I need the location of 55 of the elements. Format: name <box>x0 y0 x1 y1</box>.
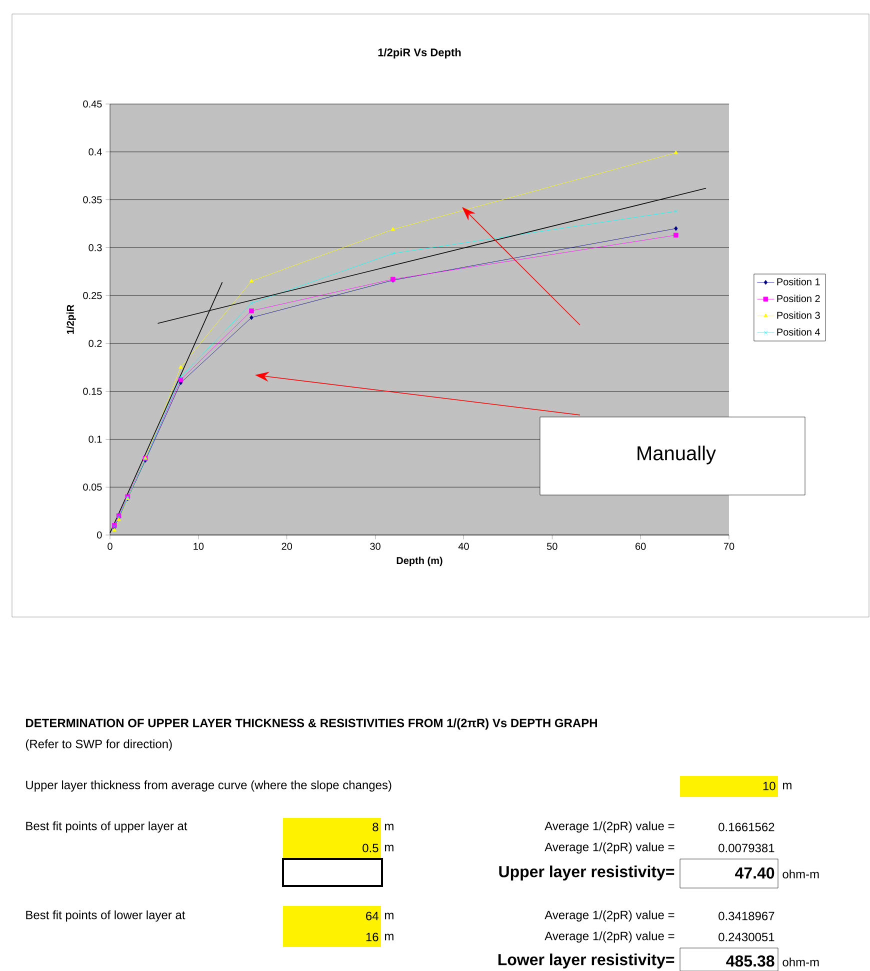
y-tick-label: 0.2 <box>88 340 102 347</box>
text: Average 1/(2pR) value = <box>544 931 674 943</box>
y-tick-label: 0.25 <box>83 292 102 300</box>
x-tick-label: 10 <box>194 542 204 550</box>
text: 8 <box>372 822 378 832</box>
text: (Refer to SWP for direction) <box>26 739 172 751</box>
x-axis-title: Depth (m) <box>396 556 442 566</box>
y-tick-label: 0 <box>97 531 102 539</box>
y-tick-label: 0.4 <box>88 148 102 156</box>
text: 0.5 <box>362 844 378 852</box>
legend-label: Position 2 <box>777 294 820 302</box>
y-tick-label: 0.3 <box>88 244 102 252</box>
text: Best fit points of lower layer at <box>26 910 186 922</box>
text: Average 1/(2pR) value = <box>544 910 674 922</box>
x-tick-label: 0 <box>108 542 112 550</box>
text: m <box>385 824 394 830</box>
legend-label: Position 1 <box>777 278 820 286</box>
text: Upper layer resistivity= <box>499 866 674 880</box>
text: Upper layer thickness from average curve (where the slope changes) <box>26 780 392 792</box>
y-tick-label: 0.05 <box>83 484 102 491</box>
chart-title: 1/2piR Vs Depth <box>378 48 461 58</box>
x-tick-label: 40 <box>458 542 469 550</box>
y-axis-title: 1/2piR <box>66 304 76 334</box>
text: m <box>385 934 394 940</box>
text: Lower layer resistivity= <box>498 954 674 968</box>
text: ohm-m <box>782 958 819 966</box>
y-tick-label: 0.35 <box>83 196 102 204</box>
x-tick-label: 50 <box>546 542 558 550</box>
legend-label: Position 4 <box>777 328 820 336</box>
text: Average 1/(2pR) value = <box>544 842 674 854</box>
text: 16 <box>366 932 378 942</box>
text: DETERMINATION OF UPPER LAYER THICKNESS & RESISTIVITIES FROM 1/(2πR) Vs DEPTH GRAPH <box>26 718 597 730</box>
text: Average 1/(2pR) value = <box>544 821 674 833</box>
text: 0.2430051 <box>718 932 774 942</box>
annotation: Manually <box>638 446 716 464</box>
y-tick-label: 0.15 <box>83 388 102 395</box>
text: 485.38 <box>726 955 774 967</box>
text: m <box>385 912 394 920</box>
y-tick-label: 0.45 <box>83 100 102 108</box>
x-tick-label: 20 <box>282 542 292 550</box>
x-tick-label: 30 <box>370 542 380 550</box>
x-tick-label: 70 <box>724 542 734 550</box>
text: 0.0079381 <box>718 844 774 852</box>
text: 0.1661562 <box>718 822 774 832</box>
text: 47.40 <box>735 867 774 879</box>
legend-label: Position 3 <box>777 312 820 319</box>
text: 0.3418967 <box>718 912 774 920</box>
text: 64 <box>366 912 378 920</box>
text: m <box>783 782 792 790</box>
text: Best fit points of upper layer at <box>26 821 188 833</box>
text: 10 <box>763 782 776 790</box>
x-tick-label: 60 <box>636 542 646 550</box>
text: ohm-m <box>782 870 819 878</box>
text: m <box>385 844 394 852</box>
y-tick-label: 0.1 <box>88 436 102 443</box>
